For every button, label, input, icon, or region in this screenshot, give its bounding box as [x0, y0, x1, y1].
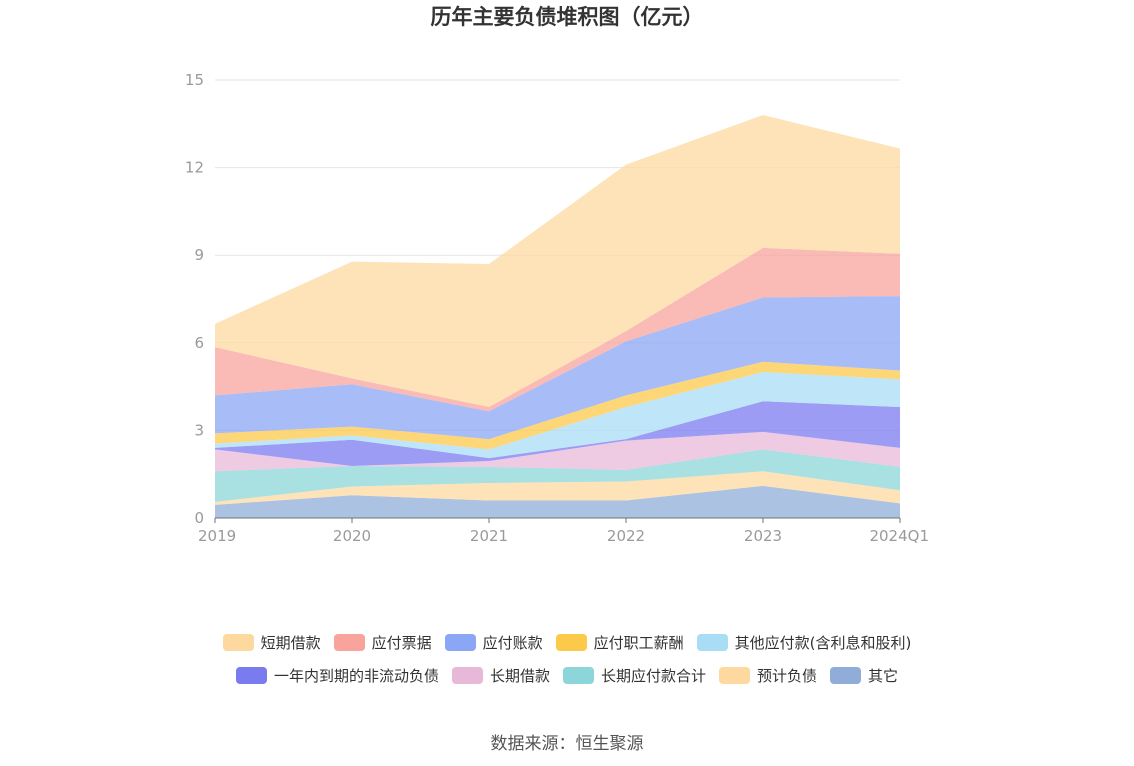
x-tick-label: 2020 — [333, 527, 371, 545]
legend-item[interactable]: 其它 — [830, 665, 898, 686]
y-tick-label: 0 — [194, 509, 204, 527]
y-tick-label: 6 — [194, 334, 204, 352]
x-tick-label: 2022 — [607, 527, 645, 545]
legend-swatch — [830, 667, 862, 684]
legend-label: 其他应付款(含利息和股利) — [734, 634, 912, 652]
legend-item[interactable]: 应付职工薪酬 — [555, 632, 684, 653]
legend-swatch — [444, 634, 476, 651]
legend-label: 长期借款 — [489, 667, 550, 685]
y-tick-label: 9 — [194, 246, 204, 264]
data-source-note: 数据来源：恒生聚源 — [490, 734, 644, 754]
legend-swatch — [333, 634, 365, 651]
legend-swatch — [222, 634, 254, 651]
legend-swatch — [696, 634, 728, 651]
legend-item[interactable]: 短期借款 — [222, 632, 321, 653]
area-series — [215, 471, 900, 505]
legend-item[interactable]: 一年内到期的非流动负债 — [235, 665, 439, 686]
x-tick-label: 2021 — [470, 527, 508, 545]
legend-item[interactable]: 应付票据 — [333, 632, 432, 653]
legend-label: 短期借款 — [260, 634, 321, 652]
legend-row-2: 一年内到期的非流动负债 长期借款 长期应付款合计 预计负债 其它 — [0, 665, 1134, 686]
y-tick-label: 3 — [194, 421, 204, 439]
legend-item[interactable]: 预计负债 — [719, 665, 817, 686]
x-tick-label: 2019 — [198, 527, 236, 545]
x-tick-label: 2024Q1 — [869, 527, 929, 545]
legend-label: 应付职工薪酬 — [593, 634, 684, 652]
legend-label: 应付票据 — [371, 634, 432, 652]
stacked-areas — [215, 115, 900, 518]
legend-swatch — [555, 634, 587, 651]
legend-swatch — [562, 667, 594, 684]
legend-item[interactable]: 应付账款 — [444, 632, 543, 653]
axes: 0 3 6 9 12 15 2019 2020 2021 2022 2023 2024Q1 — [185, 71, 929, 545]
legend-swatch — [451, 667, 483, 684]
legend-label: 应付账款 — [482, 634, 543, 652]
legend-item[interactable]: 长期借款 — [451, 665, 550, 686]
legend-item[interactable]: 长期应付款合计 — [562, 665, 706, 686]
area-series — [215, 449, 900, 502]
y-tick-label: 15 — [185, 71, 204, 89]
legend-label: 预计负债 — [757, 667, 818, 685]
area-series — [215, 431, 900, 472]
legend-label: 长期应付款合计 — [600, 667, 706, 685]
legend-item[interactable]: 其他应付款(含利息和股利) — [696, 632, 912, 653]
area-series — [215, 401, 900, 467]
area-series — [215, 372, 900, 459]
area-series — [215, 485, 900, 518]
legend-swatch — [719, 667, 750, 684]
y-tick-label: 12 — [185, 159, 204, 177]
area-series — [215, 296, 900, 440]
x-tick-label: 2023 — [744, 527, 782, 545]
area-series — [215, 361, 900, 450]
area-series — [215, 115, 900, 408]
chart-title: 历年主要负债堆积图（亿元） — [431, 5, 704, 29]
legend-label: 其它 — [868, 667, 899, 685]
legend-label: 一年内到期的非流动负债 — [273, 667, 439, 685]
legend-row-1: 短期借款 应付票据 应付账款 应付职工薪酬 其他应付款(含利息和股利) — [0, 632, 1134, 653]
area-series — [215, 247, 900, 412]
legend-swatch — [235, 667, 267, 684]
